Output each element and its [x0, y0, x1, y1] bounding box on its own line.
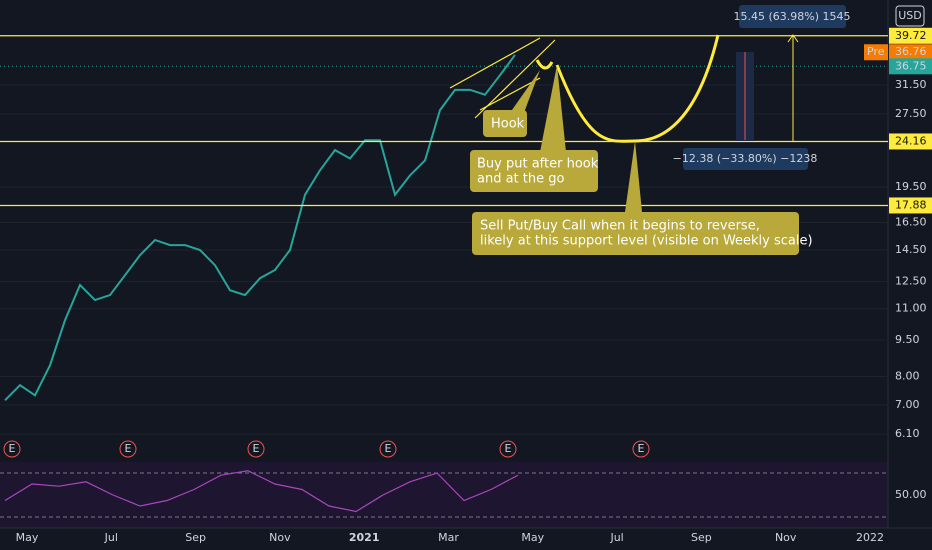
- price-line: [4, 54, 516, 402]
- x-tick-label: 2022: [856, 531, 884, 544]
- measure-label: [683, 148, 808, 170]
- x-tick-label: Jul: [104, 531, 118, 544]
- x-tick-label: May: [16, 531, 39, 544]
- annotation: Sell Put/Buy Call when it begins to reve…: [480, 219, 760, 234]
- earnings-label: E: [125, 442, 132, 455]
- earnings-label: E: [505, 442, 512, 455]
- annotation: likely at this support level (visible on…: [480, 234, 813, 249]
- annotation: Buy put after hook: [477, 157, 599, 172]
- y-tick-label: 7.00: [895, 398, 920, 411]
- x-tick-label: 2021: [349, 531, 380, 544]
- callout: [472, 212, 799, 255]
- earnings-label: E: [385, 442, 392, 455]
- x-tick-label: Mar: [438, 531, 459, 544]
- measure-text: 15.45 (63.98%) 1545: [733, 10, 850, 23]
- currency[interactable]: USD: [898, 9, 922, 22]
- y-tick-label: 31.50: [895, 78, 927, 91]
- y-tick-label: 8.00: [895, 369, 920, 382]
- earnings-label: E: [9, 442, 16, 455]
- y-tick-label: 14.50: [895, 243, 927, 256]
- level-label: 24.16: [895, 134, 927, 147]
- measure-text: −12.38 (−33.80%) −1238: [673, 152, 818, 165]
- rsi-tick-label: 50.00: [895, 488, 927, 501]
- rsi-pane: [0, 462, 888, 528]
- last-price: 36.75: [895, 59, 927, 72]
- y-tick-label: 27.50: [895, 107, 927, 120]
- x-tick-label: Nov: [269, 531, 291, 544]
- earnings-marker: [499, 440, 517, 458]
- callout: [483, 110, 527, 137]
- x-tick-label: Jul: [609, 531, 623, 544]
- y-tick-label: 9.50: [895, 333, 920, 346]
- y-tick-label: 11.00: [895, 302, 927, 315]
- x-tick-label: May: [521, 531, 544, 544]
- last-price-box: [889, 58, 932, 75]
- earnings-marker: [247, 440, 265, 458]
- annotation: Hook: [491, 117, 525, 132]
- level-label-box: [889, 197, 932, 214]
- earnings-marker: [3, 440, 21, 458]
- y-tick-label: 19.50: [895, 180, 927, 193]
- annotation: and at the go: [477, 172, 565, 187]
- arrow-head: [787, 34, 799, 43]
- level-label-box: [889, 133, 932, 150]
- pre-label: Pre: [867, 45, 885, 58]
- earnings-marker: [119, 440, 137, 458]
- y-tick-label: 16.50: [895, 216, 927, 229]
- callout-pointer: [512, 65, 642, 212]
- projection-curve: [535, 34, 720, 143]
- earnings-marker: [632, 440, 650, 458]
- pre-price: 36.76: [895, 45, 927, 58]
- currency-box[interactable]: [895, 5, 925, 27]
- level-label-box: [889, 27, 932, 44]
- x-tick-label: Sep: [185, 531, 206, 544]
- pre-box: [864, 44, 888, 61]
- measure-label: [739, 5, 846, 28]
- rsi-line: [4, 470, 519, 513]
- level-label: 17.88: [895, 198, 927, 211]
- level-label: 39.72: [895, 29, 927, 42]
- y-tick-label: 12.50: [895, 275, 927, 288]
- x-tick-label: Nov: [775, 531, 797, 544]
- x-tick-label: Sep: [691, 531, 712, 544]
- earnings-label: E: [638, 442, 645, 455]
- callout: [470, 150, 598, 192]
- earnings-label: E: [253, 442, 260, 455]
- earnings-marker: [379, 440, 397, 458]
- wedge: [449, 37, 556, 119]
- y-tick-label: 6.10: [895, 427, 920, 440]
- pre-price-box: [889, 44, 932, 61]
